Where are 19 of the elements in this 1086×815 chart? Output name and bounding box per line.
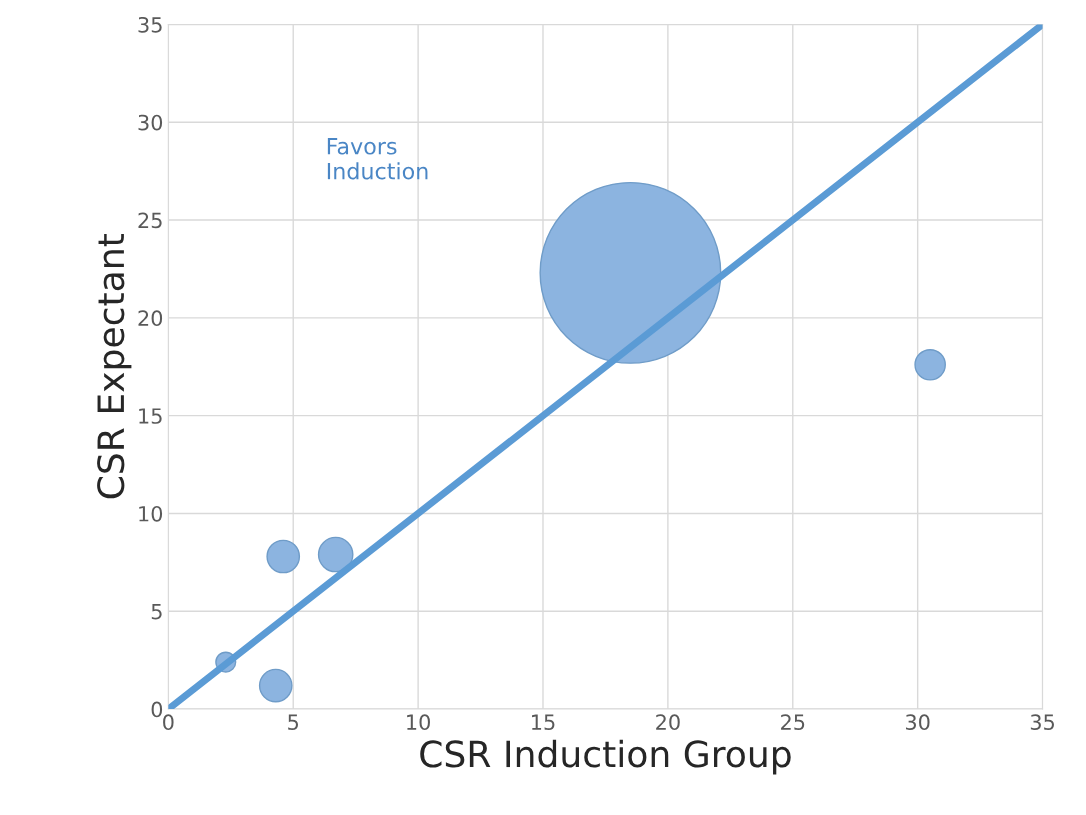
- x-tick-label: 35: [1030, 714, 1054, 731]
- y-tick-label: 30: [138, 114, 163, 131]
- x-tick-label: 5: [288, 714, 299, 731]
- y-axis-title: CSR Expectant: [97, 234, 132, 499]
- annotation: Favors Induction: [327, 138, 428, 180]
- x-tick-label: 0: [163, 714, 174, 731]
- x-axis-title: CSR Induction Group: [420, 739, 791, 775]
- y-tick-label: 35: [138, 16, 162, 33]
- x-tick-label: 15: [532, 714, 555, 731]
- y-tick-label: 20: [138, 310, 163, 327]
- y-tick-label: 0: [151, 701, 163, 718]
- x-tick-label: 30: [906, 714, 930, 731]
- y-tick-label: 5: [151, 603, 162, 620]
- x-tick-label: 25: [781, 714, 805, 731]
- x-tick-label: 20: [656, 714, 680, 731]
- x-tick-label: 10: [407, 714, 430, 731]
- y-tick-label: 10: [139, 505, 163, 522]
- y-tick-label: 25: [138, 212, 162, 229]
- y-tick-label: 15: [139, 408, 162, 424]
